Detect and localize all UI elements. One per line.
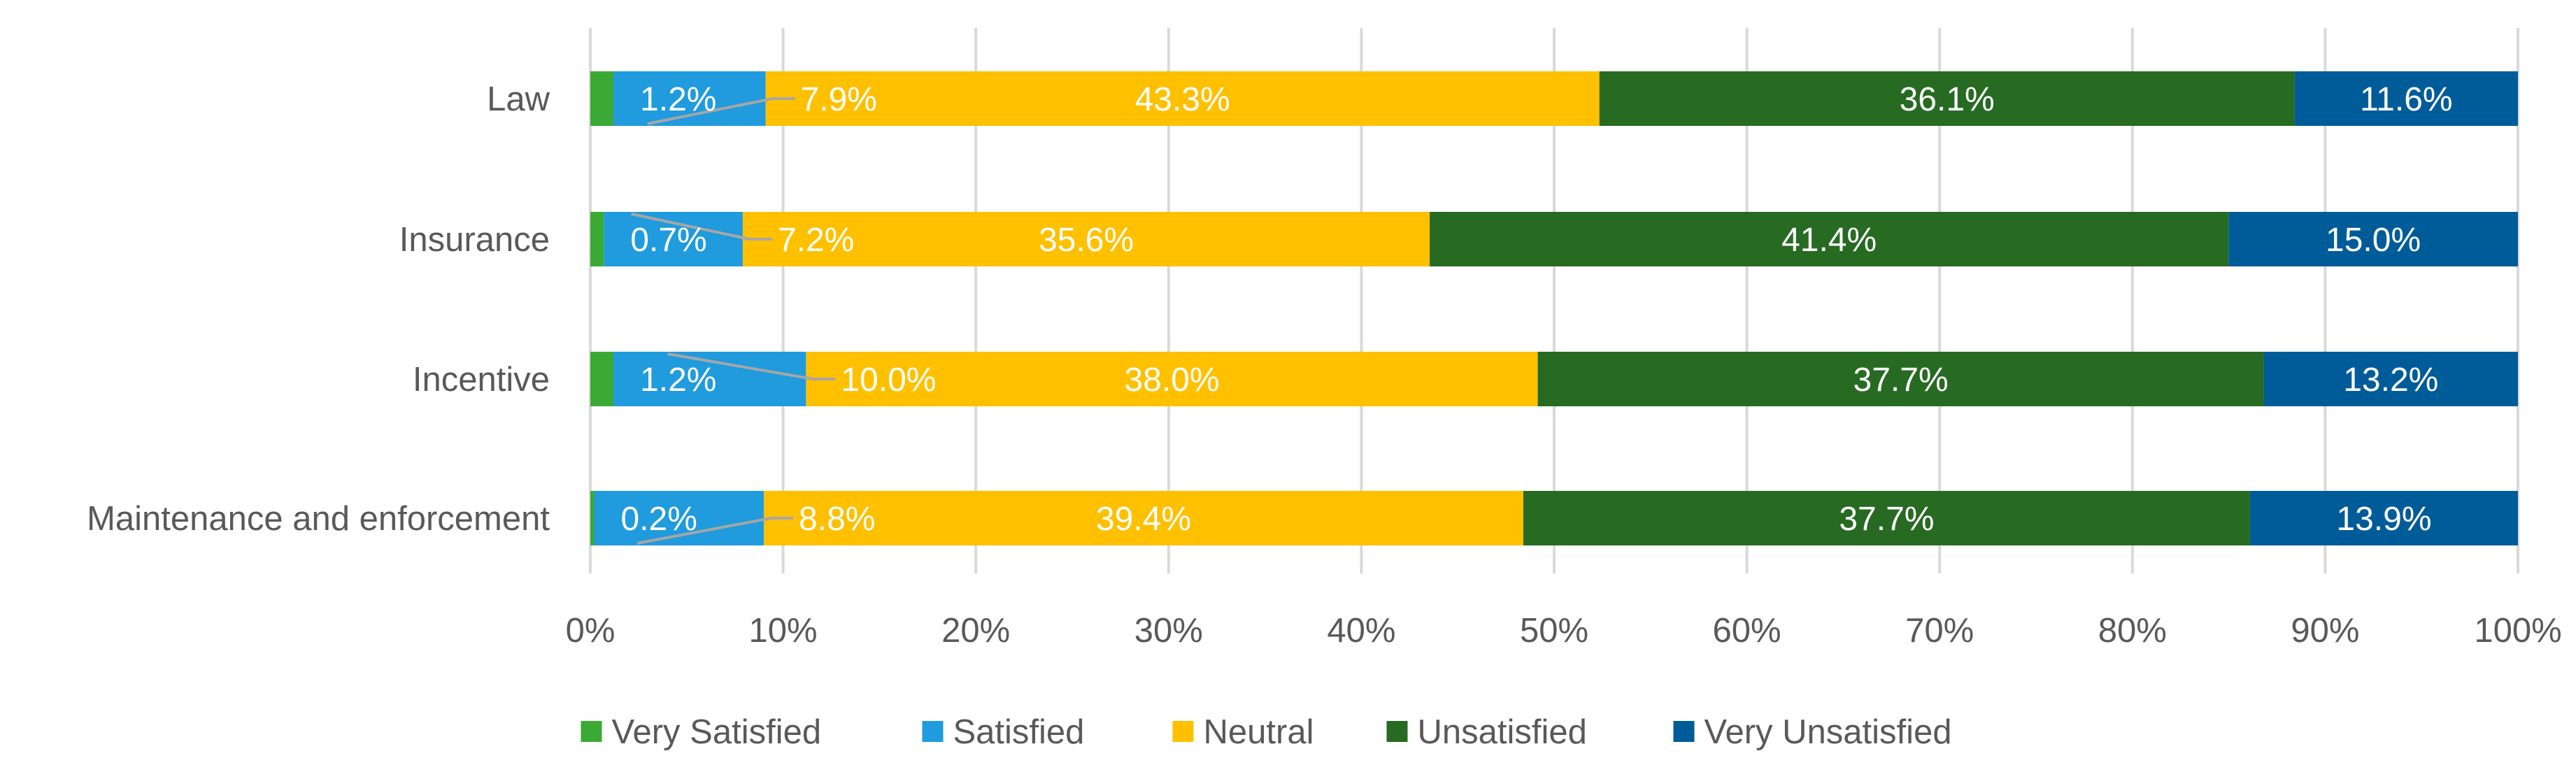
data-label: 36.1%	[1900, 81, 1995, 118]
bar-segment-unsatisfied	[1430, 212, 2229, 266]
data-label: 1.2%	[640, 362, 716, 399]
bar-segment-unsatisfied	[1523, 491, 2250, 545]
x-tick-label: 70%	[1905, 612, 1974, 650]
data-label: 0.2%	[621, 501, 697, 538]
bar-segment-very-satisfied	[590, 352, 614, 406]
bar-segment-satisfied	[604, 212, 743, 266]
data-label: 0.7%	[630, 222, 706, 259]
bar-segment-very-unsatisfied	[2249, 491, 2518, 545]
data-label: 39.4%	[1096, 501, 1191, 538]
value-axis: 0% 10% 20% 30% 40% 50% 60% 70% 80% 90% 100%	[566, 612, 2562, 650]
leader-line	[636, 517, 794, 545]
bar-segment-very-satisfied	[590, 212, 604, 266]
bar-segment-neutral	[765, 71, 1600, 126]
bar-segment-satisfied	[613, 71, 766, 126]
bar-segment-very-unsatisfied	[2263, 352, 2518, 406]
bar-segment-neutral	[764, 491, 1523, 545]
legend-label: Very Satisfied	[612, 713, 822, 751]
x-tick-label: 10%	[749, 612, 818, 650]
legend-swatch	[1673, 721, 1695, 742]
x-tick-label: 0%	[566, 612, 615, 650]
bar-segment-unsatisfied	[1537, 352, 2264, 406]
bar-segment-very-unsatisfied	[2228, 212, 2518, 266]
bar-segment-neutral	[806, 352, 1538, 406]
bar-segment-very-unsatisfied	[2294, 71, 2518, 126]
category-label: Insurance	[399, 221, 550, 259]
data-label: 11.6%	[2360, 81, 2453, 118]
x-tick-label: 30%	[1134, 612, 1203, 650]
legend: Very Satisfied Satisfied Neutral Unsatisfie…	[581, 713, 1952, 751]
leader-line	[667, 352, 836, 380]
x-tick-label: 90%	[2291, 612, 2359, 650]
data-label: 8.8%	[799, 501, 875, 538]
x-tick-label: 20%	[941, 612, 1010, 650]
leader-line	[631, 213, 772, 241]
x-tick-label: 80%	[2098, 612, 2167, 650]
x-tick-label: 50%	[1520, 612, 1588, 650]
bar-segment-very-satisfied	[590, 71, 614, 126]
data-label: 13.2%	[2343, 362, 2438, 399]
category-axis: Law Insurance Incentive Maintenance and enf…	[87, 80, 550, 538]
legend-swatch	[1172, 721, 1194, 742]
data-label: 35.6%	[1039, 222, 1134, 259]
legend-swatch	[581, 721, 602, 742]
x-tick-label: 60%	[1713, 612, 1781, 650]
x-tick-label: 100%	[2474, 612, 2561, 650]
leader-line	[647, 97, 795, 125]
data-label: 37.7%	[1839, 501, 1934, 538]
legend-label: Very Unsatisfied	[1705, 713, 1952, 751]
category-label: Incentive	[413, 361, 550, 399]
data-label: 13.9%	[2336, 501, 2431, 538]
data-label: 37.7%	[1853, 362, 1949, 399]
bar-segment-unsatisfied	[1599, 71, 2295, 126]
category-label: Maintenance and enforcement	[87, 500, 550, 538]
data-label: 41.4%	[1781, 222, 1877, 259]
legend-label: Unsatisfied	[1418, 713, 1587, 751]
legend-swatch	[922, 721, 944, 742]
legend-label: Satisfied	[953, 713, 1085, 751]
data-label: 1.2%	[640, 81, 716, 118]
bar-segment-very-satisfied	[590, 491, 595, 545]
data-label: 7.9%	[801, 81, 877, 118]
leader-lines	[631, 97, 836, 545]
legend-swatch	[1386, 721, 1408, 742]
data-labels: 1.2% 7.9% 43.3% 36.1% 11.6% 0.7% 7.2% 35.6% 41.4…	[621, 81, 2453, 538]
category-label: Law	[487, 80, 550, 118]
data-label: 15.0%	[2326, 222, 2421, 259]
bar-segment-neutral	[742, 212, 1430, 266]
bars	[590, 71, 2518, 545]
data-label: 38.0%	[1124, 362, 1219, 399]
data-label: 7.2%	[778, 222, 854, 259]
legend-label: Neutral	[1204, 713, 1314, 751]
data-label: 43.3%	[1135, 81, 1230, 118]
data-label: 10.0%	[841, 362, 936, 399]
x-tick-label: 40%	[1327, 612, 1395, 650]
